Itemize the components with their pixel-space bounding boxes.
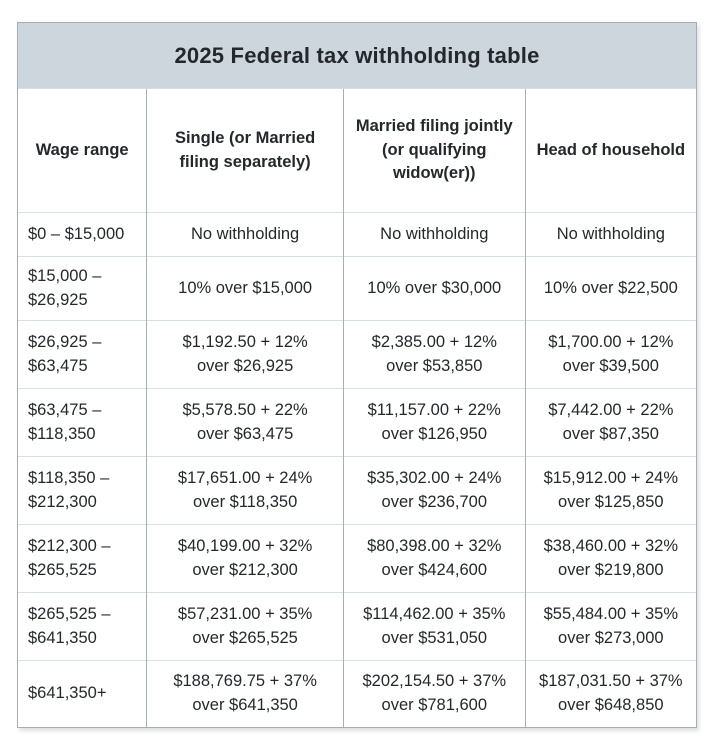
column-header-head-of-household: Head of household [524,88,696,213]
table-row: $63,475 – $118,350 $5,578.50 + 22% over $… [18,388,696,457]
wage-range-cell: $118,350 – $212,300 [18,456,147,525]
tax-withholding-table: 2025 Federal tax withholding table Wage … [17,22,697,728]
withholding-cell: 10% over $15,000 [146,256,344,321]
withholding-cell: $2,385.00 + 12% over $53,850 [342,320,526,389]
column-header-wage-range: Wage range [18,88,147,213]
withholding-cell: $188,769.75 + 37% over $641,350 [146,660,344,727]
table-row: $641,350+ $188,769.75 + 37% over $641,350… [18,660,696,727]
table-row: $26,925 – $63,475 $1,192.50 + 12% over $2… [18,320,696,389]
withholding-cell: No withholding [146,212,344,257]
withholding-cell: No withholding [342,212,526,257]
withholding-cell: $35,302.00 + 24% over $236,700 [342,456,526,525]
table-title: 2025 Federal tax withholding table [18,23,696,88]
wage-range-cell: $265,525 – $641,350 [18,592,147,661]
wage-range-cell: $641,350+ [18,660,147,727]
withholding-cell: 10% over $30,000 [342,256,526,321]
withholding-cell: 10% over $22,500 [524,256,696,321]
table-row: $265,525 – $641,350 $57,231.00 + 35% over… [18,592,696,661]
withholding-cell: $38,460.00 + 32% over $219,800 [524,524,696,593]
wage-range-cell: $26,925 – $63,475 [18,320,147,389]
withholding-cell: $7,442.00 + 22% over $87,350 [524,388,696,457]
column-header-single: Single (or Married filing separately) [146,88,344,213]
table-row: $212,300 – $265,525 $40,199.00 + 32% over… [18,524,696,593]
withholding-cell: $15,912.00 + 24% over $125,850 [524,456,696,525]
withholding-cell: $40,199.00 + 32% over $212,300 [146,524,344,593]
wage-range-cell: $212,300 – $265,525 [18,524,147,593]
withholding-cell: $57,231.00 + 35% over $265,525 [146,592,344,661]
withholding-cell: $5,578.50 + 22% over $63,475 [146,388,344,457]
withholding-cell: $1,700.00 + 12% over $39,500 [524,320,696,389]
withholding-cell: $114,462.00 + 35% over $531,050 [342,592,526,661]
column-header-married-jointly: Married filing jointly (or qualifying wi… [342,88,526,213]
wage-range-cell: $63,475 – $118,350 [18,388,147,457]
withholding-cell: $1,192.50 + 12% over $26,925 [146,320,344,389]
table-row: $15,000 – $26,925 10% over $15,000 10% ove… [18,256,696,321]
withholding-cell: $11,157.00 + 22% over $126,950 [342,388,526,457]
wage-range-cell: $0 – $15,000 [18,212,147,257]
header-row: Wage range Single (or Married filing sep… [18,88,696,213]
table-row: $0 – $15,000 No withholding No withholding… [18,212,696,257]
withholding-data-table: Wage range Single (or Married filing sep… [18,88,696,727]
withholding-cell: No withholding [524,212,696,257]
withholding-cell: $55,484.00 + 35% over $273,000 [524,592,696,661]
table-row: $118,350 – $212,300 $17,651.00 + 24% over… [18,456,696,525]
table-body: $0 – $15,000 No withholding No withholding… [18,212,696,727]
withholding-cell: $202,154.50 + 37% over $781,600 [342,660,526,727]
withholding-cell: $17,651.00 + 24% over $118,350 [146,456,344,525]
withholding-cell: $187,031.50 + 37% over $648,850 [524,660,696,727]
withholding-cell: $80,398.00 + 32% over $424,600 [342,524,526,593]
wage-range-cell: $15,000 – $26,925 [18,256,147,321]
